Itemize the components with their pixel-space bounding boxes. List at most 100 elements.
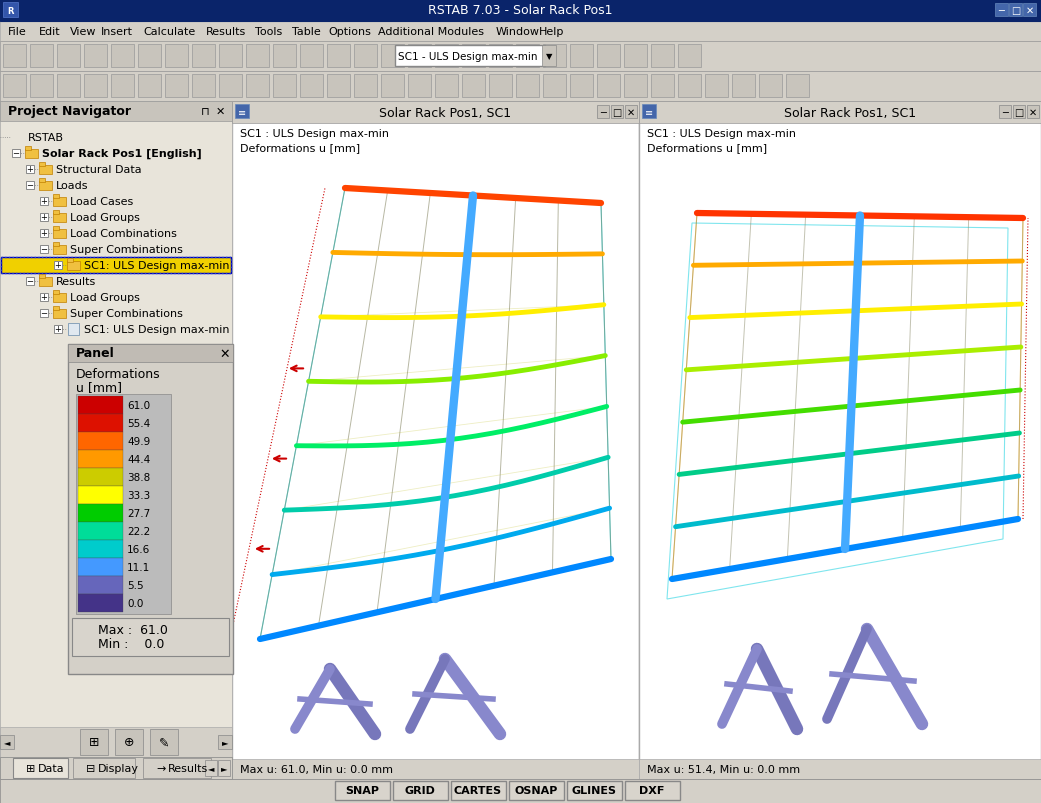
Bar: [40, 294, 48, 302]
Text: Load Groups: Load Groups: [70, 292, 139, 303]
Bar: [111, 45, 134, 68]
Bar: [53, 226, 59, 230]
Text: SC1: ULS Design max-min: SC1: ULS Design max-min: [84, 261, 229, 271]
Text: +: +: [41, 229, 48, 238]
Bar: [25, 147, 31, 151]
Bar: [218, 735, 232, 749]
Bar: [596, 45, 620, 68]
Bar: [435, 45, 458, 68]
Bar: [54, 262, 62, 270]
Text: ⊟: ⊟: [86, 763, 96, 773]
Bar: [40, 310, 48, 318]
Bar: [219, 45, 242, 68]
Text: ✕: ✕: [1029, 108, 1037, 118]
Text: −: −: [26, 277, 33, 286]
Text: 44.4: 44.4: [127, 454, 150, 464]
Bar: [489, 45, 512, 68]
Bar: [53, 198, 66, 206]
Text: u [mm]: u [mm]: [76, 381, 122, 394]
Bar: [542, 46, 556, 67]
Bar: [78, 577, 123, 594]
Text: R: R: [7, 6, 14, 15]
Bar: [0, 757, 232, 779]
Bar: [78, 450, 123, 468]
Text: +: +: [41, 198, 48, 206]
Text: Solar Rack Pos1, SC1: Solar Rack Pos1, SC1: [784, 106, 916, 120]
Bar: [232, 102, 639, 779]
Bar: [53, 246, 66, 255]
Text: □: □: [1011, 6, 1020, 16]
Text: 38.8: 38.8: [127, 472, 150, 483]
Text: 16.6: 16.6: [127, 544, 150, 554]
Bar: [651, 45, 674, 68]
Text: ✕: ✕: [220, 347, 230, 360]
Bar: [53, 243, 59, 247]
Bar: [40, 214, 48, 222]
Bar: [53, 214, 66, 222]
Bar: [84, 45, 107, 68]
Bar: [1, 258, 231, 274]
Bar: [639, 102, 1041, 779]
Bar: [705, 75, 728, 98]
Text: Solar Rack Pos1, SC1: Solar Rack Pos1, SC1: [379, 106, 511, 120]
Text: Max u: 61.0, Min u: 0.0 mm: Max u: 61.0, Min u: 0.0 mm: [240, 764, 393, 774]
Bar: [381, 75, 404, 98]
Text: ✕: ✕: [215, 107, 225, 117]
Bar: [40, 246, 48, 254]
Text: ─: ─: [998, 6, 1005, 16]
Text: −: −: [12, 149, 20, 158]
Text: Min :    0.0: Min : 0.0: [98, 638, 164, 650]
Text: Options: Options: [329, 27, 372, 37]
Text: Help: Help: [539, 27, 564, 37]
Bar: [205, 760, 217, 776]
Text: ⊞: ⊞: [26, 763, 35, 773]
Bar: [54, 325, 62, 333]
Text: SC1 : ULS Design max-min: SC1 : ULS Design max-min: [240, 128, 389, 139]
Bar: [0, 727, 232, 757]
Bar: [166, 45, 188, 68]
Bar: [78, 397, 123, 414]
Bar: [78, 433, 123, 450]
Bar: [759, 75, 782, 98]
Bar: [53, 310, 66, 319]
Text: Load Groups: Load Groups: [70, 213, 139, 222]
Text: Display: Display: [98, 763, 139, 773]
Bar: [642, 105, 656, 119]
Text: −: −: [41, 309, 48, 318]
Text: ✕: ✕: [1025, 6, 1034, 16]
Bar: [3, 3, 18, 18]
Bar: [435, 75, 458, 98]
Bar: [30, 75, 53, 98]
Bar: [76, 394, 171, 614]
Bar: [26, 278, 34, 286]
Bar: [53, 307, 59, 311]
Bar: [218, 760, 230, 776]
Text: Panel: Panel: [76, 347, 115, 360]
Text: Results: Results: [168, 763, 208, 773]
Bar: [26, 181, 34, 190]
Bar: [462, 75, 485, 98]
Bar: [543, 45, 566, 68]
Bar: [300, 75, 323, 98]
Text: −: −: [26, 181, 33, 190]
Text: 11.1: 11.1: [127, 562, 150, 573]
Text: ►: ►: [222, 738, 228, 747]
Bar: [516, 75, 539, 98]
Bar: [78, 487, 123, 504]
Bar: [624, 45, 648, 68]
Bar: [78, 594, 123, 612]
Bar: [1, 258, 231, 274]
Text: +: +: [41, 214, 48, 222]
Bar: [72, 618, 229, 656]
Bar: [0, 102, 232, 122]
Bar: [1013, 106, 1025, 119]
Bar: [53, 195, 59, 199]
Bar: [1009, 4, 1022, 17]
Bar: [12, 758, 68, 778]
Bar: [57, 45, 80, 68]
Text: 22.2: 22.2: [127, 526, 150, 536]
Bar: [78, 540, 123, 558]
Text: ⊞: ⊞: [88, 736, 99, 748]
Text: SC1: ULS Design max-min: SC1: ULS Design max-min: [84, 324, 229, 335]
Bar: [678, 75, 701, 98]
